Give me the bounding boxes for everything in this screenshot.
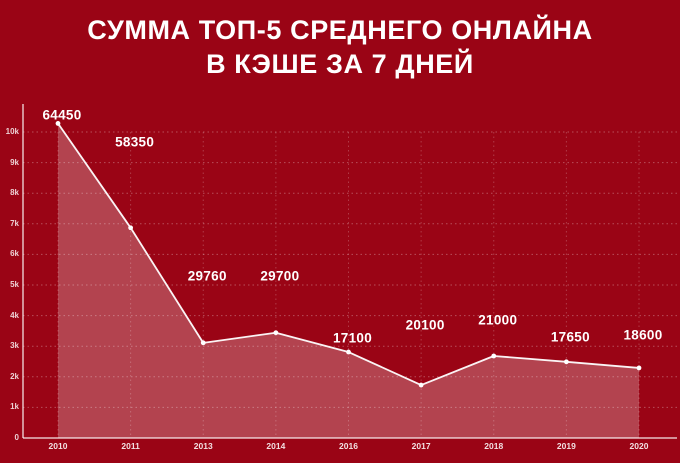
chart-title: СУММА ТОП-5 СРЕДНЕГО ОНЛАЙНА В КЭШЕ ЗА 7… [0,13,680,81]
y-tick-label: 7k [10,218,19,228]
point-value-label: 21000 [478,312,518,328]
point-value-label: 29760 [187,268,227,284]
y-tick-label: 8k [10,188,19,198]
x-tick-label: 2011 [121,441,140,451]
area-fill [58,123,639,438]
x-tick-label: 2018 [484,441,504,451]
data-point-marker [128,225,134,231]
data-point-marker [200,340,206,346]
point-value-label: 17100 [332,330,373,346]
point-value-label: 17650 [550,329,590,345]
y-tick-label: 9k [10,157,19,167]
data-point-marker [418,382,424,388]
y-tick-label: 5k [10,280,19,289]
point-value-label: 18600 [623,327,663,343]
data-point-marker [563,359,569,365]
data-point-marker [55,121,61,126]
x-tick-label: 2020 [629,441,649,451]
x-tick-label: 2014 [266,441,286,451]
data-point-marker [346,349,351,355]
x-tick-label: 2016 [339,441,358,451]
y-tick-label: 2k [10,371,19,381]
x-tick-label: 2017 [411,441,431,451]
point-value-label: 20100 [405,317,445,333]
chart-title-line2: В КЭШЕ ЗА 7 ДНЕЙ [206,49,474,79]
y-tick-label: 0 [14,433,19,442]
x-tick-label: 2013 [193,441,213,451]
point-value-label: 64450 [42,107,82,123]
x-tick-label: 2010 [48,441,68,451]
data-point-marker [636,365,642,371]
y-tick-label: 6k [10,249,19,259]
y-tick-label: 1k [10,402,19,412]
y-tick-label: 3k [10,341,19,351]
y-tick-label: 10k [5,127,19,136]
point-value-label: 29700 [260,268,300,284]
x-tick-label: 2019 [556,441,576,451]
data-point-marker [491,353,497,359]
data-point-marker [273,330,279,336]
y-tick-label: 4k [10,310,19,320]
chart-title-line1: СУММА ТОП-5 СРЕДНЕГО ОНЛАЙНА [87,15,593,45]
point-value-label: 58350 [115,134,155,150]
